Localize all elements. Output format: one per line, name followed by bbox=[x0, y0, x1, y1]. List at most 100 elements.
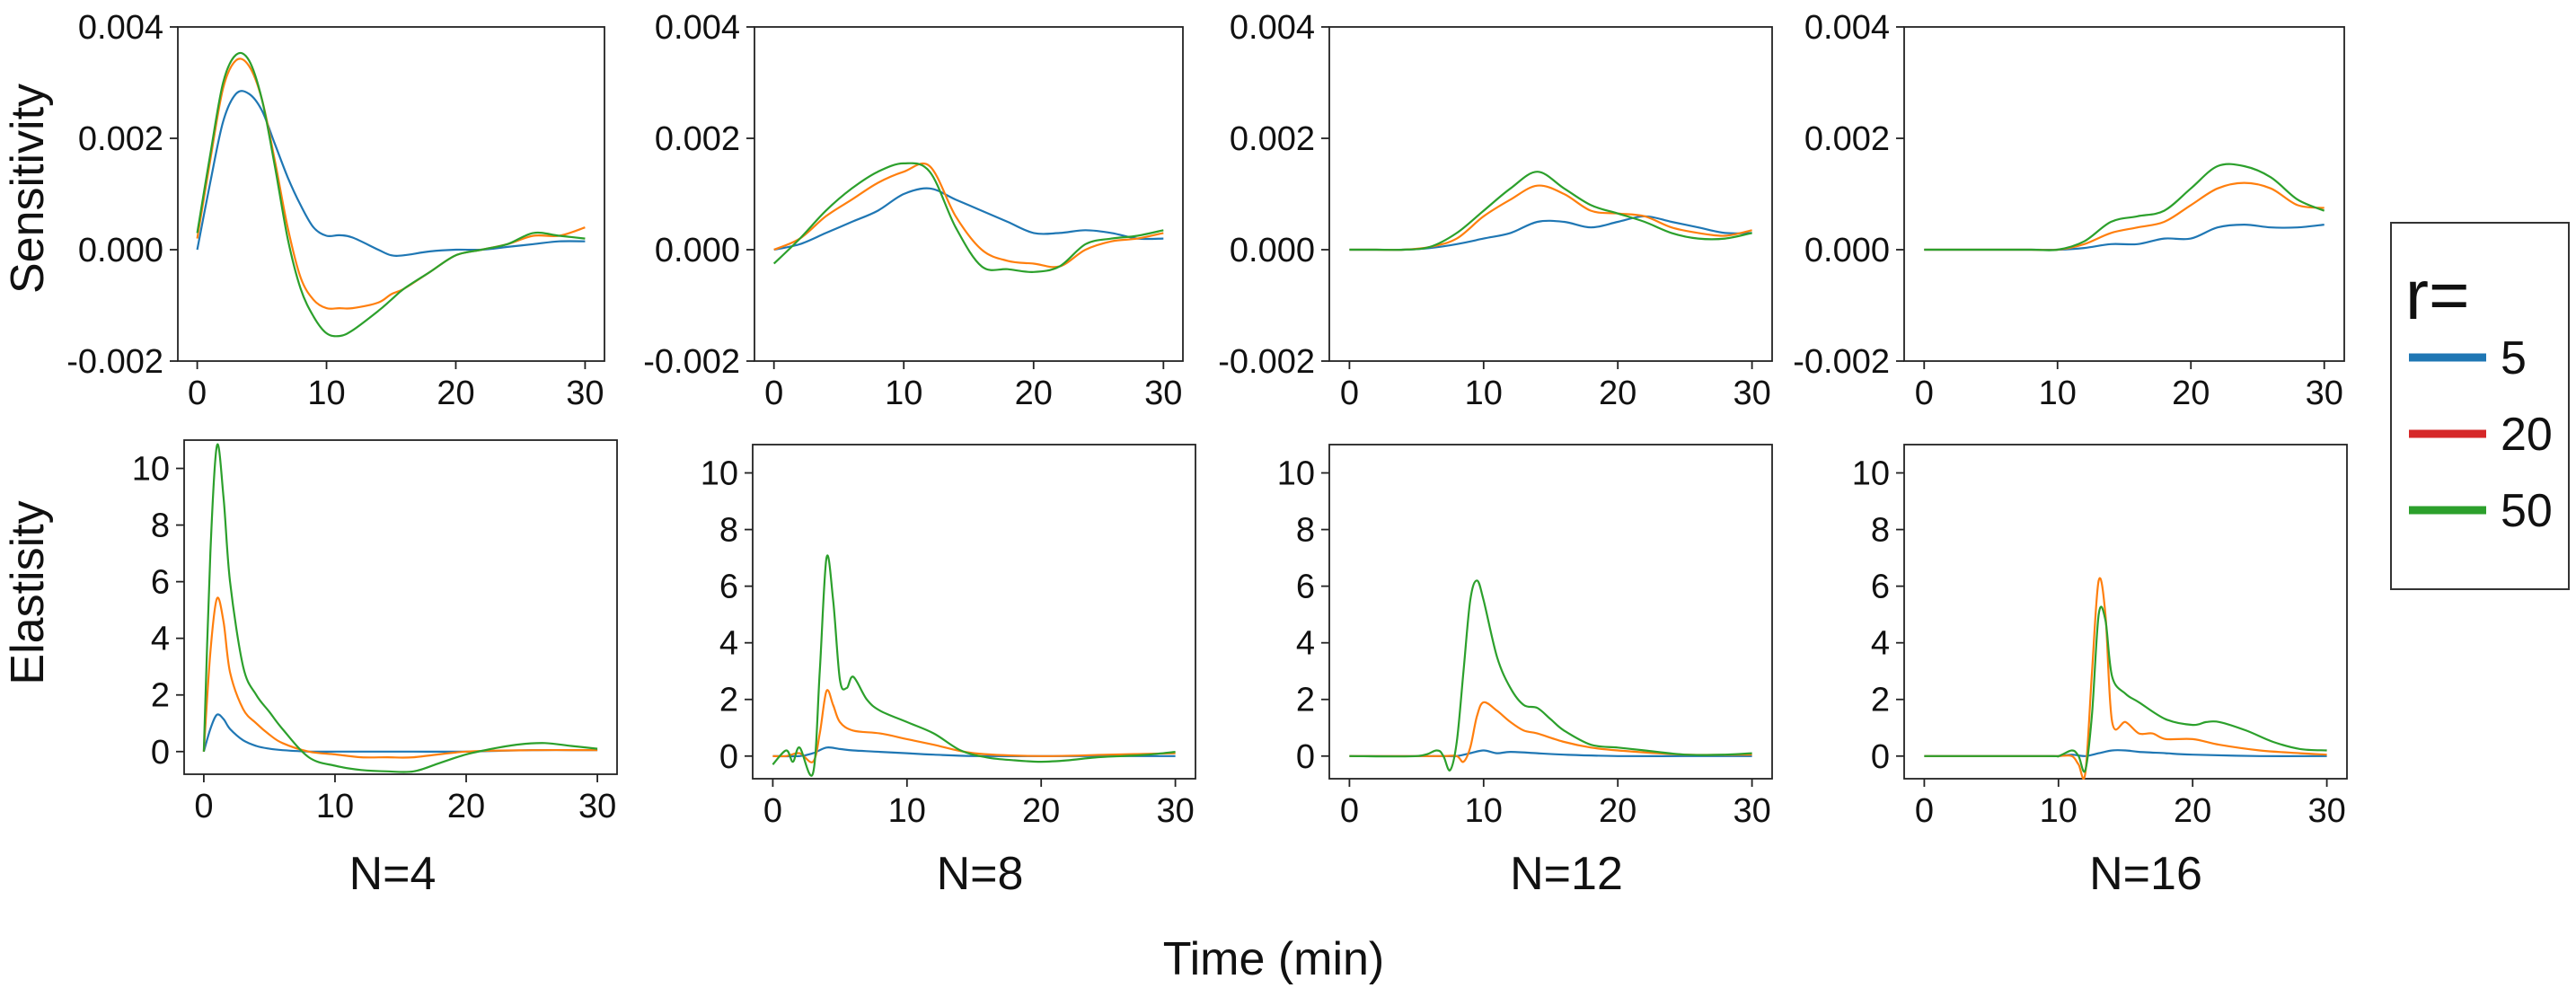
y-tick-label: 10 bbox=[132, 451, 170, 489]
legend-label-50: 50 bbox=[2501, 485, 2553, 537]
series-line-r5 bbox=[1349, 215, 1752, 251]
x-tick-label: 10 bbox=[316, 788, 354, 825]
y-tick-label: 0.002 bbox=[655, 120, 740, 158]
x-tick-label: 20 bbox=[2172, 375, 2210, 412]
column-label-n8: N=8 bbox=[937, 848, 1024, 900]
x-tick-label: 10 bbox=[885, 375, 922, 412]
x-tick-label: 20 bbox=[1015, 375, 1053, 412]
legend-label-5: 5 bbox=[2501, 332, 2527, 384]
x-axis-label: Time (min) bbox=[1163, 933, 1385, 985]
column-label-n4: N=4 bbox=[349, 848, 437, 900]
x-tick-label: 0 bbox=[194, 788, 213, 825]
series-line-r50 bbox=[196, 51, 586, 338]
series-line-r50 bbox=[1349, 579, 1752, 772]
x-tick-label: 30 bbox=[566, 375, 604, 412]
series-line-r50 bbox=[202, 443, 598, 773]
y-tick-label: 0.004 bbox=[1804, 9, 1890, 47]
y-tick-label: 10 bbox=[1277, 455, 1315, 493]
y-tick-label: 0.002 bbox=[1230, 120, 1315, 158]
x-tick-label: 0 bbox=[1340, 375, 1359, 412]
series-line-r50 bbox=[772, 162, 1164, 273]
x-tick-label: 30 bbox=[1156, 792, 1194, 830]
y-tick-label: -0.002 bbox=[643, 343, 740, 381]
y-tick-label: 2 bbox=[719, 682, 738, 719]
y-tick-label: 4 bbox=[1871, 625, 1890, 663]
y-tick-label: 8 bbox=[1871, 512, 1890, 550]
plot-frame bbox=[183, 439, 618, 775]
x-tick-label: 0 bbox=[188, 375, 207, 412]
y-tick-label: 10 bbox=[1852, 455, 1890, 493]
y-tick-label: 0.000 bbox=[1804, 232, 1890, 269]
x-tick-label: 10 bbox=[1465, 375, 1503, 412]
series-line-r20 bbox=[196, 57, 586, 310]
row-label-sensitivity: Sensitivity bbox=[2, 84, 54, 294]
series-line-r5 bbox=[202, 713, 598, 753]
legend: r= 5 20 50 bbox=[2390, 222, 2570, 590]
y-tick-label: -0.002 bbox=[1793, 343, 1890, 381]
x-tick-label: 20 bbox=[2174, 792, 2211, 830]
y-tick-label: 10 bbox=[701, 455, 738, 493]
y-tick-label: 6 bbox=[719, 569, 738, 606]
y-tick-label: 8 bbox=[151, 507, 170, 545]
plot-frame bbox=[1328, 26, 1773, 362]
panel-elastisity-n4: 0 10 20 30 0 2 4 6 8 10 bbox=[132, 439, 618, 825]
row-label-elastisity: Elastisity bbox=[2, 500, 54, 684]
x-tick-label: 10 bbox=[2040, 792, 2078, 830]
y-tick-label: 6 bbox=[1296, 569, 1315, 606]
panel-elastisity-n12: 0 10 20 30 0 2 4 6 8 10 bbox=[1277, 444, 1773, 830]
x-tick-label: 20 bbox=[437, 375, 474, 412]
panel-sensitivity-n8: 0 10 20 30 -0.002 0.000 0.002 0.004 bbox=[643, 9, 1184, 412]
series-line-r20 bbox=[773, 162, 1164, 269]
series-line-r20 bbox=[1349, 184, 1752, 251]
panel-elastisity-n8: 0 10 20 30 0 2 4 6 8 10 bbox=[701, 444, 1196, 830]
series-line-r5 bbox=[1924, 224, 2325, 251]
y-tick-label: 0 bbox=[719, 738, 738, 776]
series-line-r20 bbox=[772, 689, 1176, 763]
x-tick-label: 20 bbox=[1599, 792, 1636, 830]
y-tick-label: 2 bbox=[1871, 682, 1890, 719]
y-tick-label: 2 bbox=[151, 677, 170, 715]
y-tick-label: 6 bbox=[1871, 569, 1890, 606]
x-tick-label: 0 bbox=[764, 375, 783, 412]
y-tick-label: 0 bbox=[1871, 738, 1890, 776]
panel-sensitivity-n16: 0 10 20 30 -0.002 0.000 0.002 0.004 bbox=[1793, 9, 2345, 412]
y-tick-label: 0 bbox=[151, 734, 170, 772]
plot-frame bbox=[1903, 444, 2348, 780]
x-tick-label: 10 bbox=[307, 375, 345, 412]
series-line-r5 bbox=[196, 90, 586, 257]
plot-frame bbox=[752, 444, 1196, 780]
x-tick-label: 30 bbox=[1733, 375, 1770, 412]
column-label-n16: N=16 bbox=[2089, 848, 2202, 900]
x-tick-label: 20 bbox=[447, 788, 485, 825]
plot-frame bbox=[177, 26, 605, 362]
panel-sensitivity-n4: 0 10 20 30 -0.002 0.000 0.002 0.004 bbox=[66, 9, 605, 412]
x-tick-label: 0 bbox=[1340, 792, 1359, 830]
x-tick-label: 20 bbox=[1022, 792, 1060, 830]
x-tick-label: 30 bbox=[1144, 375, 1182, 412]
series-line-r20 bbox=[1349, 701, 1752, 763]
y-tick-label: 0.002 bbox=[1804, 120, 1890, 158]
series-line-r50 bbox=[772, 554, 1176, 777]
x-tick-label: 30 bbox=[2306, 375, 2343, 412]
plot-frame bbox=[754, 26, 1184, 362]
y-tick-label: 6 bbox=[151, 564, 170, 602]
y-tick-label: 0 bbox=[1296, 738, 1315, 776]
y-tick-label: -0.002 bbox=[1218, 343, 1315, 381]
x-tick-label: 0 bbox=[1915, 792, 1934, 830]
legend-title: r= bbox=[2405, 255, 2470, 334]
y-tick-label: 0.004 bbox=[655, 9, 740, 47]
y-tick-label: 0.000 bbox=[1230, 232, 1315, 269]
x-tick-label: 30 bbox=[2307, 792, 2345, 830]
series-line-r5 bbox=[773, 187, 1164, 251]
column-label-n12: N=12 bbox=[1510, 848, 1623, 900]
y-tick-label: 4 bbox=[719, 625, 738, 663]
panel-elastisity-n16: 0 10 20 30 0 2 4 6 8 10 bbox=[1852, 444, 2348, 830]
x-tick-label: 20 bbox=[1599, 375, 1636, 412]
y-tick-label: 0.002 bbox=[78, 120, 163, 158]
y-tick-label: -0.002 bbox=[66, 343, 163, 381]
series-line-r50 bbox=[1349, 171, 1752, 251]
y-tick-label: 8 bbox=[1296, 512, 1315, 550]
y-tick-label: 2 bbox=[1296, 682, 1315, 719]
